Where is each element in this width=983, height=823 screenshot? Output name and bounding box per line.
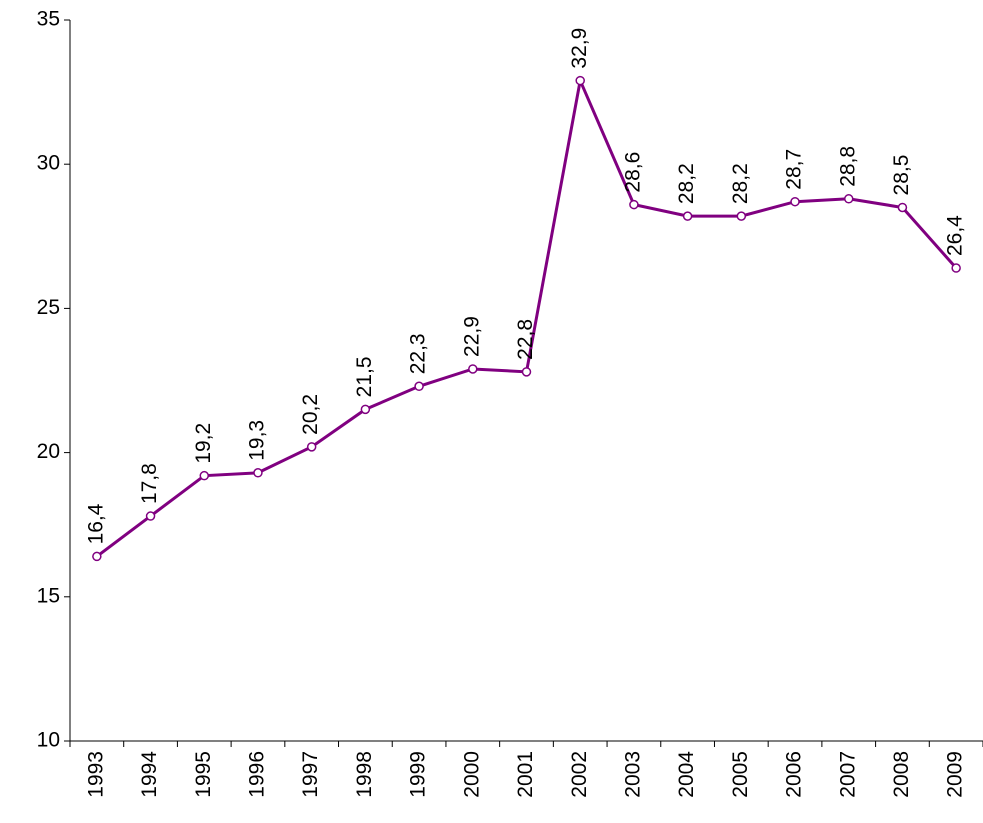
marker [736, 211, 747, 221]
marker [360, 404, 371, 415]
x-tick-label: 2007 [836, 751, 859, 798]
x-tick-label: 1993 [84, 751, 107, 798]
y-tick-label: 35 [37, 8, 60, 31]
marker [790, 196, 800, 207]
value-label: 17,8 [138, 463, 161, 504]
value-label: 28,7 [783, 149, 806, 190]
marker [306, 442, 317, 452]
value-label: 26,4 [944, 215, 967, 256]
marker [682, 211, 693, 221]
x-tick-label: 1996 [246, 751, 269, 798]
value-label: 16,4 [84, 503, 107, 544]
x-tick-label: 1998 [353, 751, 376, 798]
x-tick-label: 2006 [783, 751, 806, 798]
value-label: 22,3 [407, 333, 430, 374]
y-tick-label: 10 [37, 729, 60, 752]
x-tick-label: 2009 [944, 751, 967, 798]
marker [468, 364, 478, 374]
value-label: 28,5 [890, 155, 913, 196]
x-tick-label: 1994 [138, 751, 161, 798]
marker [897, 202, 908, 213]
value-label: 19,3 [246, 420, 269, 461]
y-tick-label: 20 [37, 440, 60, 463]
marker [145, 511, 156, 521]
x-tick-label: 2003 [621, 751, 644, 798]
line [95, 75, 958, 558]
value-label: 22,9 [460, 316, 483, 357]
x-tick-label: 1995 [192, 751, 215, 798]
value-label: 22,8 [514, 319, 537, 360]
value-label: 32,9 [568, 28, 591, 69]
x-tick-label: 2005 [729, 751, 752, 798]
y-tick-label: 25 [37, 296, 60, 319]
value-label: 19,2 [192, 423, 215, 464]
x-tick-label: 2002 [568, 751, 591, 798]
value-label: 28,8 [836, 146, 859, 187]
marker [92, 551, 102, 562]
value-label: 28,2 [729, 163, 752, 204]
marker [414, 381, 424, 392]
x-tick-label: 2000 [460, 751, 483, 798]
marker [575, 75, 585, 86]
value-label: 21,5 [353, 356, 376, 397]
x-tick-label: 2008 [890, 751, 913, 798]
marker [199, 470, 210, 481]
value-label: 28,6 [621, 152, 644, 193]
x-tick-label: 2004 [675, 751, 698, 798]
y-tick-label: 30 [37, 152, 60, 175]
value-label: 20,2 [299, 394, 322, 435]
marker [951, 263, 961, 273]
marker [843, 194, 854, 204]
x-tick-label: 1999 [407, 751, 430, 798]
x-tick-label: 1997 [299, 751, 322, 798]
y-tick-label: 15 [37, 584, 60, 607]
marker [253, 468, 263, 478]
value-label: 28,2 [675, 163, 698, 204]
x-tick-label: 2001 [514, 751, 537, 798]
marker [521, 367, 532, 377]
marker [629, 199, 639, 210]
